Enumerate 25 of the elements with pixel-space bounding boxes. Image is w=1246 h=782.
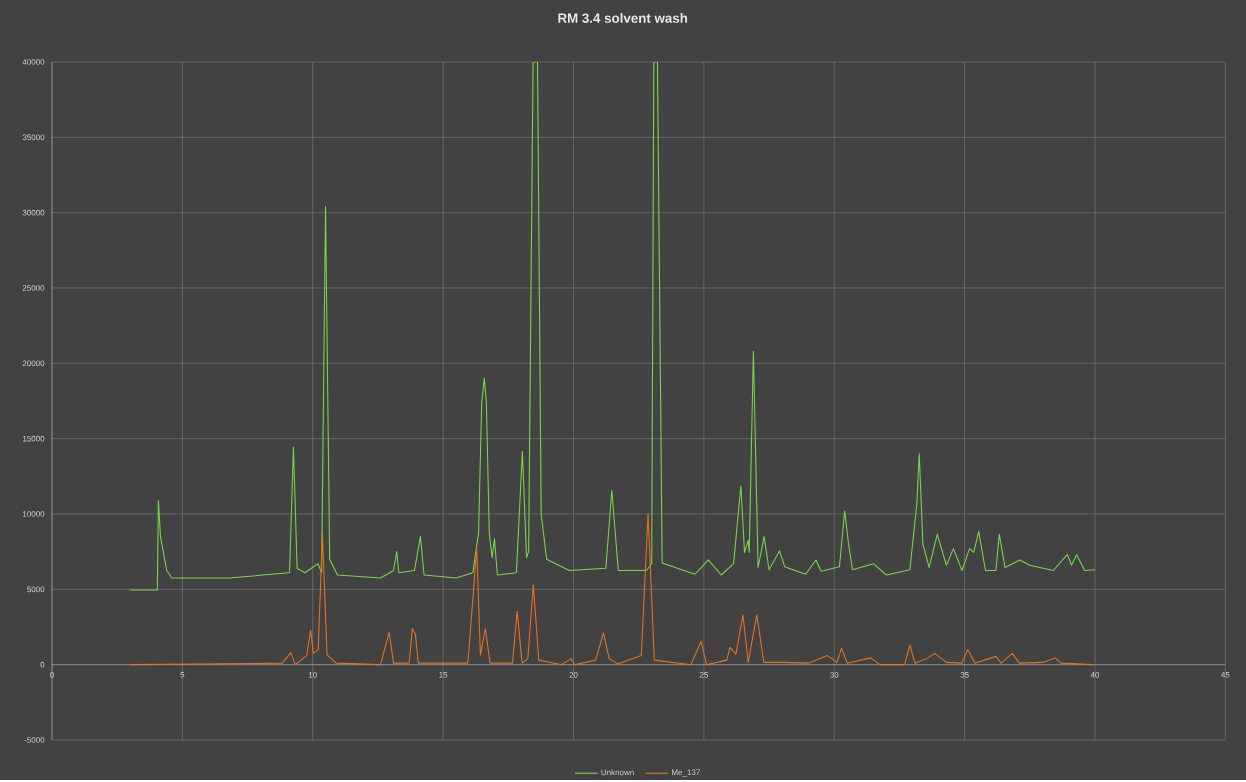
line-series [129,61,1096,591]
y-tick-label: -5000 [24,736,45,743]
x-tick-label: 5 [180,671,185,678]
y-tick-label: 15000 [22,435,45,442]
x-tick-label: 40 [1090,671,1100,678]
x-tick-label: 25 [699,671,708,678]
y-tick-label: 20000 [22,360,45,366]
x-tick-label: 15 [439,671,448,678]
y-tick-label: 40000 [22,58,45,65]
line-series [129,513,1093,665]
legend-label: Unknown [601,769,634,775]
x-tick-label: 30 [830,671,839,678]
x-tick-label: 10 [308,671,317,678]
chart-title: RM 3.4 solvent wash [558,12,688,23]
x-tick-label: 45 [1221,671,1230,678]
y-tick-label: 30000 [22,209,45,216]
y-tick-label: 25000 [22,284,45,291]
y-tick-label: 10000 [22,510,45,517]
y-tick-label: 5000 [27,586,45,592]
x-tick-label: 35 [960,671,969,678]
y-tick-label: 0 [40,661,45,668]
x-tick-label: 0 [50,671,54,678]
y-tick-label: 35000 [22,134,45,140]
legend-label: Me_137 [672,769,700,777]
x-tick-label: 20 [569,671,578,678]
